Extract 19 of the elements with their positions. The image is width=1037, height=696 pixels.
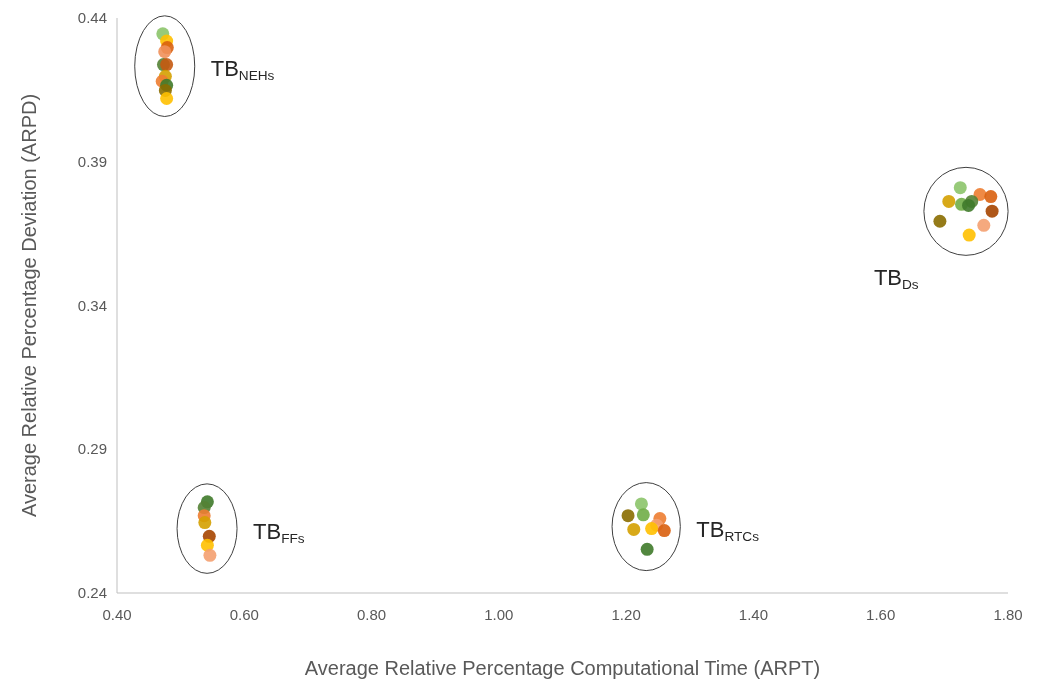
annotation: TB$_{Ds}$ <box>873 265 919 293</box>
x-axis-title: Average Relative Percentage Computational Time (ARPT) <box>304 657 821 679</box>
x-tick-label: 1.60 <box>866 606 896 623</box>
x-tick-label: 1.80 <box>993 606 1023 623</box>
y-tick-label: 0.29 <box>77 440 107 458</box>
x-tick-label: 1.40 <box>738 606 769 623</box>
annotation: TB$_{FFs}$ <box>253 518 305 546</box>
x-tick-label: 0.80 <box>356 606 387 623</box>
x-tick-label: 1.00 <box>484 606 514 623</box>
x-tick-label: 1.20 <box>611 606 641 623</box>
x-tick-label: 0.60 <box>229 606 259 623</box>
y-tick-label: 0.34 <box>77 296 107 314</box>
y-axis-title: Average Relative Percentage Deviation (ARPD) <box>18 93 40 518</box>
annotation: TB$_{RTCs}$ <box>696 516 760 544</box>
y-tick-label: 0.39 <box>77 152 107 170</box>
x-tick-label: 0.40 <box>102 606 132 623</box>
y-tick-label: 0.24 <box>77 584 107 601</box>
y-tick-label: 0.44 <box>77 9 107 26</box>
annotation: TB$_{NEHs}$ <box>210 56 275 84</box>
